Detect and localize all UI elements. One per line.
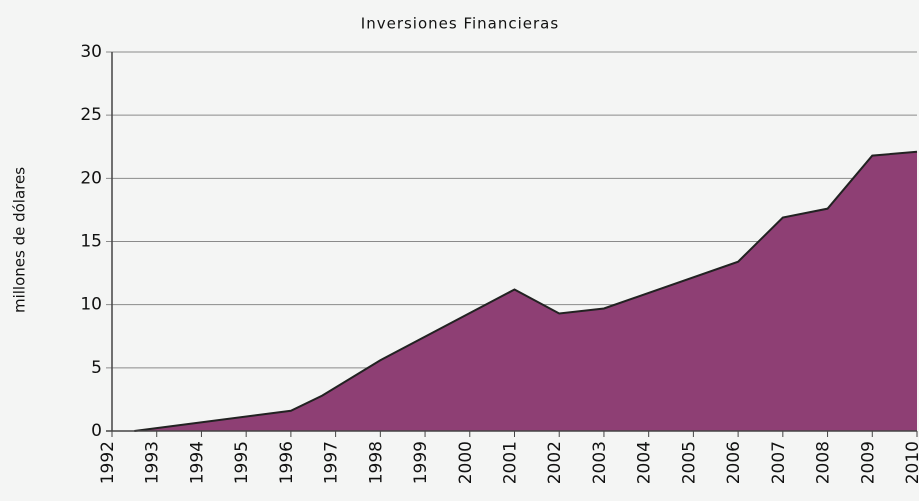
y-tick-label: 25: [80, 105, 102, 125]
x-tick-label: 2007: [769, 441, 789, 484]
x-tick-label: 1992: [98, 441, 118, 484]
chart-title: Inversiones Financieras: [361, 15, 559, 33]
y-tick-label: 15: [80, 232, 102, 252]
x-tick-label: 1994: [187, 441, 207, 484]
x-tick-label: 1993: [143, 441, 163, 484]
x-tick-label: 2006: [724, 441, 744, 484]
x-tick-label: 1997: [322, 441, 342, 484]
y-tick-label: 10: [80, 295, 102, 315]
x-tick-label: 2000: [456, 441, 476, 484]
line: [134, 150, 918, 432]
x-tick-label: 1998: [366, 441, 386, 484]
x-tick-label: 1996: [277, 441, 297, 484]
x-tick-label: 2010: [903, 441, 919, 484]
area: [134, 151, 918, 431]
x-tick-label: 1995: [232, 441, 252, 484]
y-tick-label: 5: [91, 358, 102, 378]
x-tick-label: 2002: [545, 441, 565, 484]
y-tick-label: 30: [80, 42, 102, 62]
x-tick-label: 1999: [411, 441, 431, 484]
x-tick-label: 2009: [858, 441, 878, 484]
x-tick-label: 2005: [679, 441, 699, 484]
x-tick-label: 2004: [635, 441, 655, 484]
x-tick-label: 2008: [814, 441, 834, 484]
y-axis-label: millones de dólares: [11, 167, 29, 313]
x-tick-label: 2003: [590, 441, 610, 484]
x-tick-label: 2001: [501, 441, 521, 484]
y-tick-label: 0: [91, 421, 102, 441]
y-tick-label: 20: [80, 168, 102, 188]
